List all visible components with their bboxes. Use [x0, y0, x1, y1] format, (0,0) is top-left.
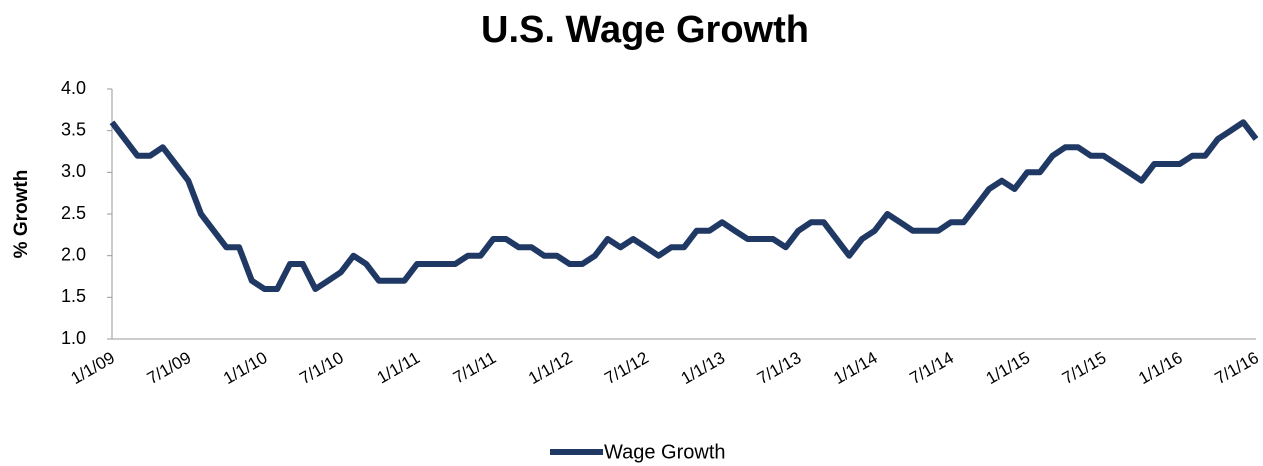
y-tick-label: 4.0 — [61, 78, 86, 98]
x-tick-label: 1/1/16 — [1135, 348, 1185, 388]
x-tick-label: 1/1/11 — [374, 348, 423, 387]
x-tick-label: 7/1/16 — [1212, 348, 1262, 388]
chart-title: U.S. Wage Growth — [481, 9, 809, 51]
y-tick-label: 2.5 — [61, 203, 86, 223]
x-tick-label: 1/1/10 — [220, 348, 270, 388]
x-tick-label: 7/1/15 — [1059, 348, 1109, 388]
x-tick-label: 7/1/14 — [907, 348, 957, 388]
x-tick-label: 1/1/15 — [983, 348, 1033, 388]
x-tick-label: 7/1/09 — [144, 348, 194, 388]
legend-label: Wage Growth — [604, 441, 726, 463]
y-tick-label: 2.0 — [61, 244, 86, 264]
y-axis-label: % Growth — [11, 170, 32, 259]
y-tick-label: 3.5 — [61, 119, 86, 139]
x-tick-label: 1/1/13 — [678, 348, 728, 388]
x-tick-label: 7/1/12 — [601, 348, 651, 388]
y-tick-label: 3.0 — [61, 161, 86, 181]
x-tick-label: 1/1/12 — [525, 348, 575, 388]
series-line — [109, 119, 1259, 292]
x-tick-label: 1/1/14 — [830, 348, 880, 388]
x-tick-label: 7/1/10 — [296, 348, 346, 388]
y-tick-label: 1.0 — [61, 328, 86, 348]
x-tick-label: 7/1/13 — [754, 348, 804, 388]
y-tick-label: 1.5 — [61, 286, 86, 306]
x-tick-label: 1/1/09 — [68, 348, 118, 388]
x-tick-label: 7/1/11 — [450, 348, 499, 387]
